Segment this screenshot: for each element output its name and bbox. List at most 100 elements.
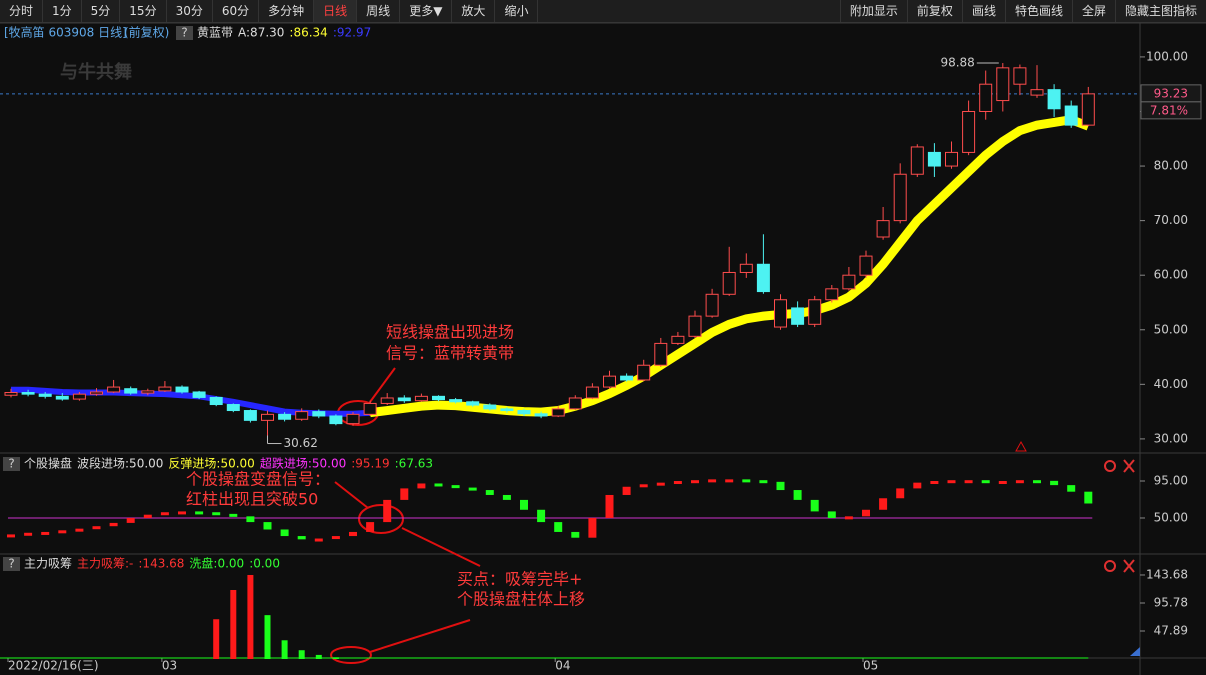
candle-body (808, 299, 822, 325)
candle-body (756, 263, 770, 293)
signal-bar (468, 487, 477, 491)
signal-bar (1015, 480, 1024, 484)
candle-body (312, 411, 326, 417)
candle-body (397, 397, 411, 402)
help-box[interactable] (3, 457, 20, 471)
candle-body (739, 263, 753, 273)
toolbar-button[interactable]: 60分 (213, 0, 260, 22)
legend-item: A:87.30 (238, 26, 284, 40)
toolbar-button[interactable]: 缩小 (495, 0, 539, 22)
toolbar-button[interactable]: 30分 (167, 0, 213, 22)
signal-bar (793, 490, 802, 500)
y-tick-label: 70.00 (1154, 213, 1188, 227)
toolbar-button[interactable]: 1分 (43, 0, 82, 22)
candle-body (568, 397, 582, 410)
candle-body (722, 271, 736, 295)
candle-body (432, 395, 445, 401)
x-tick-label: 05 (863, 659, 878, 673)
signal-bar (571, 531, 580, 538)
signal-bar (280, 529, 289, 537)
y-tick-label: 95.00 (1154, 474, 1188, 488)
legend-item: :92.97 (333, 26, 371, 40)
signal-bar (160, 512, 169, 516)
help[interactable]: ? (8, 457, 14, 471)
candle-body (414, 395, 428, 402)
signal-bar (725, 479, 734, 483)
toolbar-button[interactable]: 多分钟 (259, 0, 315, 22)
toolbar: 分时 1分 5分 15分 30分 60分 多分钟 日线 周线 更多▼ 放大 缩小 附加显示 前复权 画线 特色… (0, 0, 1206, 23)
candle-body (90, 391, 103, 395)
legend-item: 超跌进场:50.00 (260, 456, 346, 471)
toolbar-button[interactable]: 前复权 (906, 0, 962, 22)
toolbar-button[interactable]: 隐藏主图指标 (1114, 0, 1206, 22)
toolbar-button[interactable]: 15分 (120, 0, 167, 22)
help[interactable]: ? (8, 557, 14, 571)
signal-bar (622, 486, 631, 495)
legend-item: :86.34 (289, 26, 327, 40)
legend-item: 反弹进场:50.00 (168, 457, 254, 471)
security: [牧高笛 603908 日线] (4, 25, 127, 40)
annotation: 个股操盘柱体上移 (457, 590, 585, 609)
candle-body (842, 274, 856, 290)
signal-bar (1033, 480, 1041, 484)
x-tick-label: 04 (555, 659, 570, 673)
toolbar-button[interactable]: 全屏 (1071, 0, 1115, 22)
legend-item: :67.63 (395, 457, 433, 471)
candle-body (175, 386, 189, 393)
toolbar-button[interactable]: 特色画线 (1004, 0, 1072, 22)
candle-body (671, 335, 685, 344)
panel-icons[interactable] (1104, 459, 1135, 573)
toolbar-button[interactable]: 分时 (0, 0, 44, 22)
signal-bar (400, 488, 409, 500)
signal-bar (58, 530, 67, 534)
candle-body (192, 391, 206, 398)
signal-bar (349, 531, 357, 537)
candle-body (962, 110, 976, 153)
candle-body (534, 413, 548, 417)
signal-bar (7, 534, 15, 538)
candle-body (927, 151, 941, 167)
frame (0, 22, 1206, 675)
x-tick-label: 2022/02/16(三) (8, 659, 99, 673)
y-tick-label: 47.89 (1154, 623, 1188, 637)
legend-item: :95.19 (351, 457, 389, 471)
help-box[interactable] (176, 26, 193, 40)
candle-body (585, 386, 599, 399)
high-label: 98.88 (940, 56, 974, 70)
toolbar-button[interactable]: 附加显示 (839, 0, 907, 22)
signal-bar (691, 480, 699, 484)
signal-bar (143, 514, 152, 518)
y-tick-label: 60.00 (1154, 268, 1188, 282)
candle-body (620, 375, 634, 381)
toolbar-button[interactable]: 放大 (452, 0, 496, 22)
help[interactable]: ? (181, 26, 187, 40)
toolbar-button[interactable]: 更多▼ (400, 0, 453, 22)
signal-bar (434, 483, 443, 487)
candle-body (483, 404, 497, 410)
y-tick-label: 143.68 (1146, 567, 1188, 581)
candle-body (774, 299, 787, 328)
signal-bar (810, 499, 819, 512)
toolbar-button[interactable]: 画线 (961, 0, 1005, 22)
help-box[interactable] (3, 557, 20, 571)
toolbar-button[interactable]: 周线 (357, 0, 401, 22)
candle-body (1047, 89, 1061, 110)
signal-bar (246, 516, 255, 523)
candle-body (243, 410, 257, 421)
signal-bar (913, 482, 922, 489)
signal-bar (981, 480, 990, 484)
candle-body (72, 393, 86, 400)
low-label: 30.62 (284, 436, 318, 450)
candle-body (688, 315, 702, 337)
bar (264, 615, 271, 659)
candle-body (979, 83, 993, 112)
toolbar-button[interactable]: 5分 (82, 0, 121, 22)
signal-bar (383, 499, 392, 523)
signal-bar (41, 531, 50, 535)
signal-bar (742, 479, 751, 483)
candle-body (1013, 67, 1027, 85)
signal-bar (126, 517, 135, 523)
signal-bar (417, 483, 426, 489)
candle-body (124, 388, 138, 394)
toolbar-button[interactable]: 日线 (314, 0, 358, 22)
